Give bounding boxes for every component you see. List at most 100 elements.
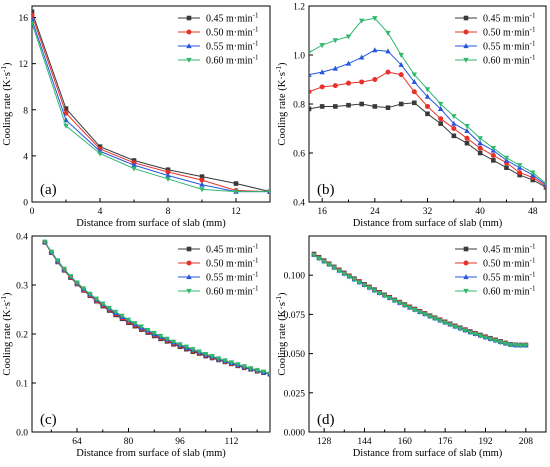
data-point	[437, 106, 444, 111]
y-tick-label: 8	[23, 106, 28, 116]
x-tick-label: 112	[224, 437, 238, 447]
data-point	[432, 316, 438, 322]
data-point	[359, 79, 365, 85]
data-point	[164, 336, 170, 342]
data-point	[131, 162, 137, 168]
data-point	[513, 343, 519, 349]
data-point	[425, 103, 430, 109]
plot-area	[311, 251, 529, 349]
panel-label: (d)	[317, 412, 335, 428]
legend-marker	[186, 260, 192, 266]
data-point	[451, 126, 457, 131]
legend-entry: 0.55 m·min-1	[206, 271, 259, 284]
data-point	[407, 305, 413, 311]
data-point	[241, 364, 247, 370]
legend-entry: 0.50 m·min-1	[206, 26, 259, 39]
y-tick-label: 0.3	[16, 282, 28, 292]
series-line-3	[32, 23, 270, 193]
data-point	[487, 337, 494, 343]
x-tick-label: 208	[519, 437, 534, 447]
data-point	[477, 150, 483, 156]
data-point	[32, 16, 35, 22]
data-point	[492, 338, 499, 344]
legend-marker	[463, 246, 469, 252]
data-point	[361, 283, 368, 289]
data-point	[358, 54, 365, 60]
data-point	[412, 307, 418, 313]
data-point	[346, 80, 351, 86]
data-point	[311, 253, 317, 259]
data-point	[411, 72, 418, 78]
data-point	[437, 318, 443, 324]
y-tick-label: 0.4	[16, 233, 28, 243]
x-axis-label: Distance from surface of slab (mm)	[353, 448, 503, 459]
data-point	[372, 77, 378, 82]
y-tick-label: 12	[19, 60, 29, 70]
y-tick-label: 1.0	[293, 52, 305, 62]
data-point	[356, 280, 363, 286]
data-point	[202, 351, 209, 357]
legend-entry: 0.45 m·min-1	[206, 12, 259, 25]
data-point	[452, 324, 458, 330]
data-point	[215, 356, 222, 362]
x-tick-label: 80	[124, 437, 134, 447]
data-point	[438, 116, 444, 122]
y-axis-label: Cooling rate (K·s-1)	[0, 292, 13, 376]
chart-panel-b: 16 24 32 40 48 0.4 0.6 0.8 1.0 1.2 Distance from s…	[274, 3, 547, 229]
legend: 0.45 m·min-10.50 m·min-10.55 m·min-10.60…	[178, 243, 259, 298]
data-point	[93, 296, 100, 302]
data-point	[333, 104, 338, 109]
data-point	[464, 123, 470, 129]
data-point	[248, 366, 254, 372]
data-point	[42, 239, 48, 245]
legend-marker	[463, 29, 469, 35]
data-point	[398, 52, 404, 58]
data-point	[63, 123, 69, 129]
data-point	[508, 342, 514, 348]
data-point	[490, 146, 497, 151]
x-tick-label: 8	[166, 207, 171, 217]
data-point	[358, 18, 365, 24]
data-point	[319, 43, 325, 49]
data-point	[397, 301, 403, 307]
x-tick-label: 128	[317, 437, 332, 447]
data-point	[442, 320, 448, 326]
data-point	[424, 87, 431, 93]
data-point	[351, 277, 358, 283]
data-point	[530, 170, 536, 176]
data-point	[199, 181, 205, 187]
plot-frame	[31, 5, 271, 203]
legend-entry: 0.60 m·min-1	[483, 54, 536, 67]
y-tick-label: 0.8	[293, 101, 305, 111]
legend-marker	[186, 57, 192, 63]
data-point	[402, 303, 408, 309]
data-point	[151, 330, 157, 336]
data-point	[331, 265, 337, 271]
data-point	[319, 69, 325, 75]
data-point	[346, 274, 353, 280]
data-point	[422, 312, 428, 318]
data-point	[412, 100, 417, 106]
data-point	[32, 21, 35, 27]
y-tick-label: 0.000	[284, 429, 306, 439]
data-point	[464, 140, 470, 146]
plot-area	[42, 238, 270, 377]
data-point	[170, 339, 177, 345]
data-point	[254, 368, 260, 374]
data-point	[61, 266, 67, 272]
data-point	[196, 349, 202, 355]
y-tick-label: 4	[23, 152, 28, 162]
x-axis-label: Distance from surface of slab (mm)	[353, 218, 503, 229]
data-point	[267, 189, 270, 195]
data-point	[165, 172, 171, 178]
x-tick-label: 64	[72, 437, 82, 447]
legend-marker	[463, 288, 469, 294]
data-point	[138, 324, 145, 330]
data-point	[132, 321, 138, 327]
legend-marker	[463, 260, 469, 266]
plot-frame	[308, 235, 547, 433]
data-point	[372, 47, 378, 53]
data-point	[233, 181, 239, 186]
data-point	[165, 169, 171, 175]
legend-marker	[186, 288, 192, 294]
